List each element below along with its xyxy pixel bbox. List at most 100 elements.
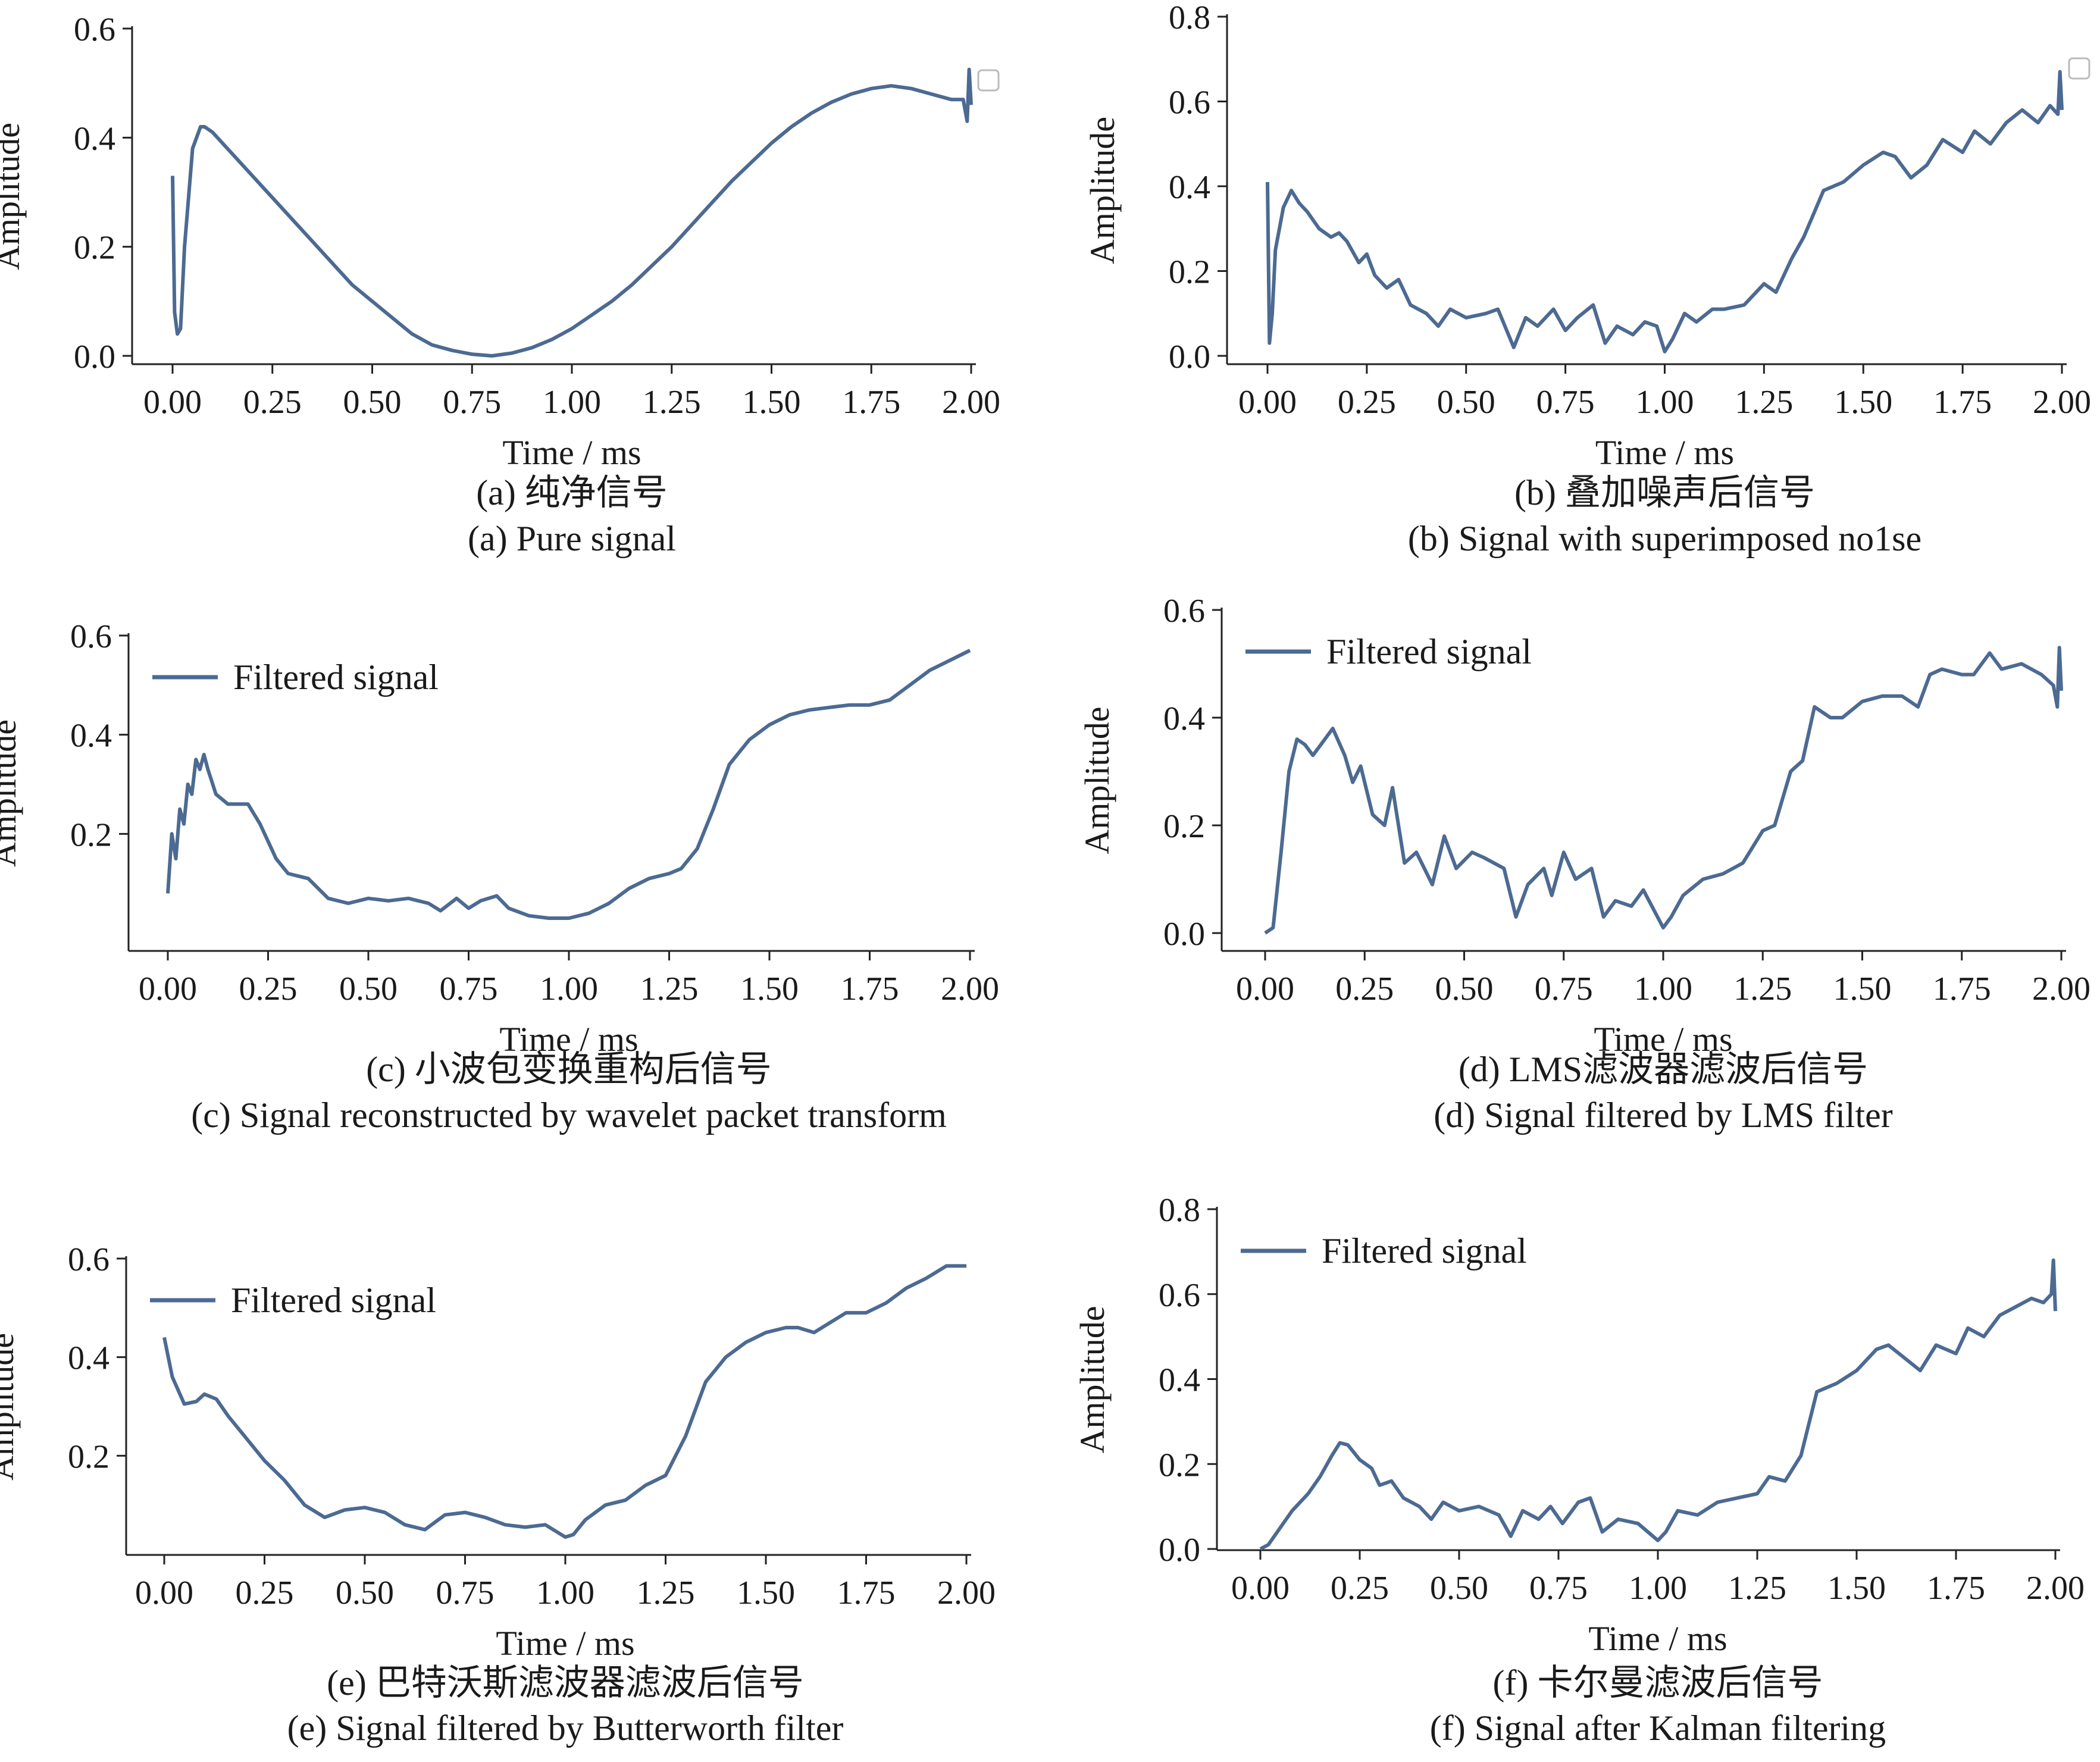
x-tick-label: 1.75: [1933, 384, 1992, 421]
x-tick-label: 1.75: [842, 384, 900, 421]
x-tick-label: 2.00: [2026, 1570, 2085, 1607]
x-tick-label: 0.75: [1529, 1570, 1588, 1607]
y-tick-label: 0.2: [70, 816, 112, 853]
y-axis-label: Amplitude: [1078, 706, 1116, 854]
y-tick-label: 0.8: [1159, 1192, 1200, 1229]
x-tick-label: 0.25: [243, 384, 302, 421]
x-tick-label: 0.50: [1435, 971, 1494, 1007]
x-tick-label: 1.25: [1735, 384, 1793, 421]
signal-line: [1264, 646, 2063, 935]
caption-en: (e) Signal filtered by Butterworth filte…: [287, 1708, 844, 1748]
y-tick-label: 0.2: [1163, 808, 1205, 845]
x-tick-label: 0.50: [339, 971, 398, 1007]
caption-cn: (f) 卡尔曼滤波后信号: [1493, 1663, 1823, 1702]
y-tick-label: 0.2: [1169, 254, 1210, 291]
x-axis-label: Time / ms: [1588, 1619, 1727, 1658]
x-tick-label: 1.50: [743, 384, 801, 421]
legend-label: Filtered signal: [231, 1281, 436, 1320]
x-tick-label: 0.25: [1338, 384, 1396, 421]
x-tick-label: 1.00: [540, 971, 598, 1007]
caption-cn: (e) 巴特沃斯滤波器滤波后信号: [327, 1663, 804, 1702]
x-tick-label: 0.00: [139, 971, 197, 1007]
x-tick-label: 1.50: [737, 1575, 795, 1611]
x-tick-label: 1.75: [837, 1575, 896, 1611]
x-tick-label: 0.25: [1331, 1570, 1389, 1607]
signal-line: [162, 1264, 966, 1539]
caption-en: (c) Signal reconstructed by wavelet pack…: [191, 1096, 947, 1135]
y-tick-label: 0.4: [74, 120, 115, 157]
y-tick-label: 0.6: [68, 1241, 109, 1278]
x-tick-label: 2.00: [2033, 384, 2091, 421]
x-tick-label: 1.25: [637, 1575, 695, 1611]
y-axis-label: Amplitude: [1083, 117, 1122, 264]
panel-f: 0.00 0.25 0.50 0.75 1.00 1.25 1.50 1.75 2.00 0.0 0…: [1073, 1192, 2085, 1748]
x-tick-label: 0.75: [1535, 971, 1593, 1007]
y-tick-label: 0.4: [68, 1340, 109, 1377]
y-tick-label: 0.0: [1169, 339, 1210, 375]
y-tick-label: 0.0: [74, 339, 115, 375]
x-tick-label: 0.25: [239, 971, 298, 1007]
y-tick-label: 0.6: [74, 11, 115, 48]
x-tick-label: 0.00: [1236, 971, 1294, 1007]
x-tick-label: 0.00: [1231, 1570, 1290, 1607]
y-tick-label: 0.8: [1169, 0, 1210, 36]
x-tick-label: 1.25: [1733, 971, 1792, 1007]
y-axis-label: Amplitude: [1073, 1306, 1112, 1453]
panel-c: 0.00 0.25 0.50 0.75 1.00 1.25 1.50 1.75 2.00 0.2 0…: [0, 618, 999, 1135]
x-tick-label: 1.00: [1636, 384, 1694, 421]
y-tick-label: 0.2: [74, 230, 115, 267]
x-tick-label: 2.00: [941, 971, 999, 1007]
x-tick-label: 1.50: [1833, 971, 1892, 1007]
x-tick-label: 1.25: [640, 971, 699, 1007]
x-axis-label: Time / ms: [496, 1624, 634, 1663]
y-tick-label: 0.6: [1159, 1277, 1200, 1314]
x-tick-label: 1.75: [1927, 1570, 1985, 1607]
y-tick-label: 0.6: [1163, 593, 1205, 630]
y-tick-label: 0.4: [1159, 1362, 1200, 1399]
y-axis-label: Amplitude: [0, 719, 23, 867]
x-tick-label: 2.00: [2032, 971, 2090, 1007]
x-tick-label: 1.25: [643, 384, 701, 421]
x-tick-label: 0.75: [443, 384, 501, 421]
x-tick-label: 1.25: [1728, 1570, 1786, 1607]
caption-cn: (d) LMS滤波器滤波后信号: [1459, 1050, 1868, 1089]
x-tick-label: 0.00: [1238, 384, 1297, 421]
panel-b: 0.00 0.25 0.50 0.75 1.00 1.25 1.50 1.75 2.00 0.0 0…: [1083, 0, 2091, 558]
legend-box-icon: [2068, 57, 2090, 80]
x-tick-label: 1.50: [740, 971, 799, 1007]
x-tick-label: 0.75: [1536, 384, 1595, 421]
y-tick-label: 0.4: [70, 718, 112, 755]
x-tick-label: 0.00: [143, 384, 202, 421]
x-tick-label: 0.50: [343, 384, 402, 421]
legend-box-icon: [977, 69, 1000, 92]
x-tick-label: 0.25: [1335, 971, 1394, 1007]
caption-cn: (c) 小波包变换重构后信号: [366, 1050, 772, 1089]
signal-line: [171, 67, 973, 358]
x-tick-label: 1.50: [1827, 1570, 1886, 1607]
x-tick-label: 0.50: [1430, 1570, 1488, 1607]
x-axis-label: Time / ms: [1594, 1020, 1732, 1059]
y-axis-label: Amplitude: [0, 1333, 21, 1481]
x-tick-label: 1.75: [1933, 971, 1991, 1007]
y-tick-label: 0.0: [1163, 916, 1205, 953]
x-tick-label: 1.00: [536, 1575, 594, 1611]
y-axis-label: Amplitude: [0, 123, 27, 270]
x-tick-label: 1.50: [1834, 384, 1892, 421]
caption-en: (a) Pure signal: [468, 519, 676, 558]
x-axis-label: Time / ms: [502, 433, 641, 472]
x-tick-label: 0.50: [1437, 384, 1495, 421]
x-tick-label: 1.75: [841, 971, 899, 1007]
caption-en: (b) Signal with superimposed no1se: [1408, 519, 1921, 558]
y-tick-label: 0.2: [1159, 1447, 1200, 1484]
x-axis-label: Time / ms: [499, 1020, 638, 1059]
x-tick-label: 1.00: [543, 384, 601, 421]
x-tick-label: 2.00: [937, 1575, 996, 1611]
x-tick-label: 2.00: [942, 384, 1000, 421]
legend-label: Filtered signal: [233, 658, 439, 697]
y-tick-label: 0.4: [1169, 169, 1210, 206]
x-tick-label: 0.75: [436, 1575, 495, 1611]
y-tick-label: 0.6: [1169, 84, 1210, 121]
caption-en: (f) Signal after Kalman filtering: [1430, 1708, 1886, 1748]
y-tick-label: 0.6: [70, 618, 112, 655]
x-tick-label: 0.75: [440, 971, 498, 1007]
